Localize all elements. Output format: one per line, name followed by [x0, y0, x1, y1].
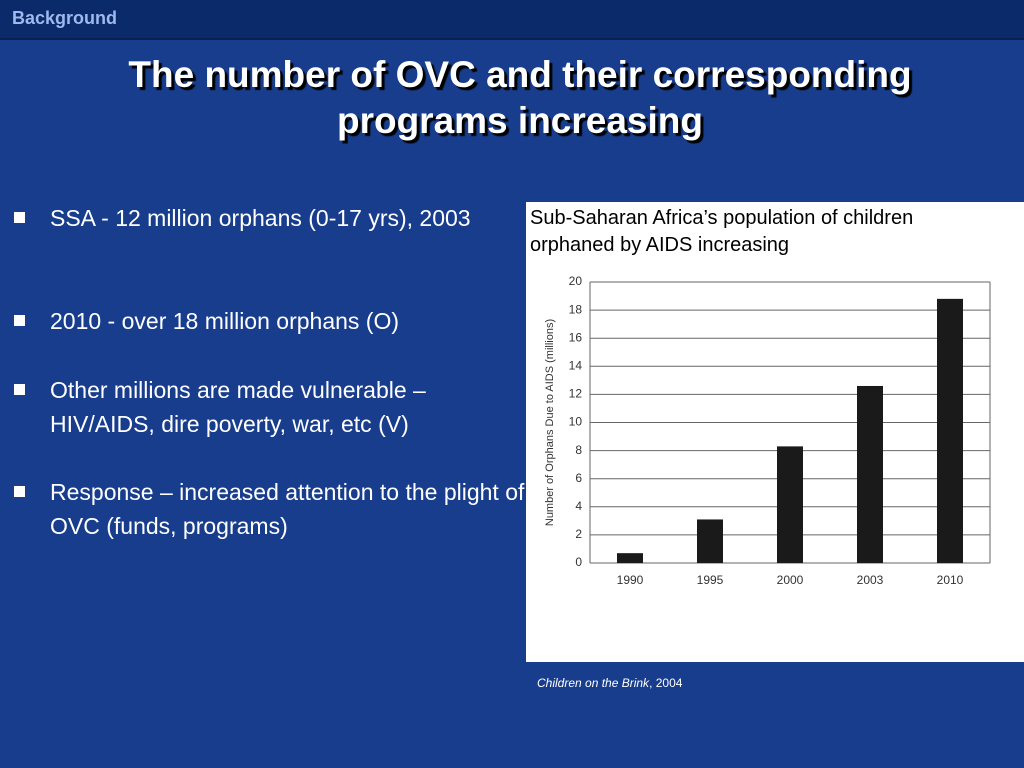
bullet: Response – increased attention to the pl… — [50, 479, 525, 539]
bar — [697, 519, 723, 563]
y-tick-label: 0 — [575, 555, 582, 569]
y-tick-label: 2 — [575, 527, 582, 541]
bullet: Other millions are made vulnerable – HIV… — [50, 377, 426, 437]
bullet-marker — [14, 486, 25, 497]
bullet-marker — [14, 384, 25, 395]
x-tick-label: 1995 — [697, 573, 724, 587]
chart: 0 2 4 6 8 10 12 14 16 18 20 Number of Orphans Due t… — [544, 274, 991, 587]
bullet: 2010 - over 18 million orphans (O) — [50, 308, 399, 334]
bar — [857, 385, 883, 563]
section-label: Background — [12, 8, 118, 28]
y-tick-label: 14 — [569, 358, 583, 372]
top-bar — [0, 0, 1024, 40]
y-tick-label: 20 — [569, 274, 583, 288]
y-tick-label: 10 — [569, 415, 583, 429]
bar — [937, 298, 963, 563]
source: Children on the Brink, 2004 — [537, 676, 682, 690]
source-year: , 2004 — [649, 676, 683, 690]
bar — [617, 553, 643, 563]
y-tick-label: 8 — [575, 443, 582, 457]
x-tick-label: 2010 — [937, 573, 964, 587]
bullet: SSA - 12 million orphans (0-17 yrs), 200… — [50, 205, 471, 231]
y-tick-label: 18 — [569, 302, 583, 316]
bar — [777, 446, 803, 563]
slide-title: The number of OVC and their correspondin… — [128, 54, 912, 141]
x-tick-label: 2000 — [777, 573, 804, 587]
y-tick-label: 4 — [575, 499, 582, 513]
y-tick-label: 16 — [569, 330, 583, 344]
chart-title: Sub-Saharan Africa’s population of child… — [530, 207, 914, 256]
x-tick-label: 1990 — [617, 573, 644, 587]
bullet-marker — [14, 212, 25, 223]
x-tick-label: 2003 — [857, 573, 884, 587]
y-axis-label: Number of Orphans Due to AIDS (millions) — [544, 319, 556, 526]
source-title: Children on the Brink — [537, 676, 650, 690]
y-tick-label: 6 — [575, 471, 582, 485]
y-tick-label: 12 — [569, 387, 583, 401]
bullet-marker — [14, 315, 25, 326]
